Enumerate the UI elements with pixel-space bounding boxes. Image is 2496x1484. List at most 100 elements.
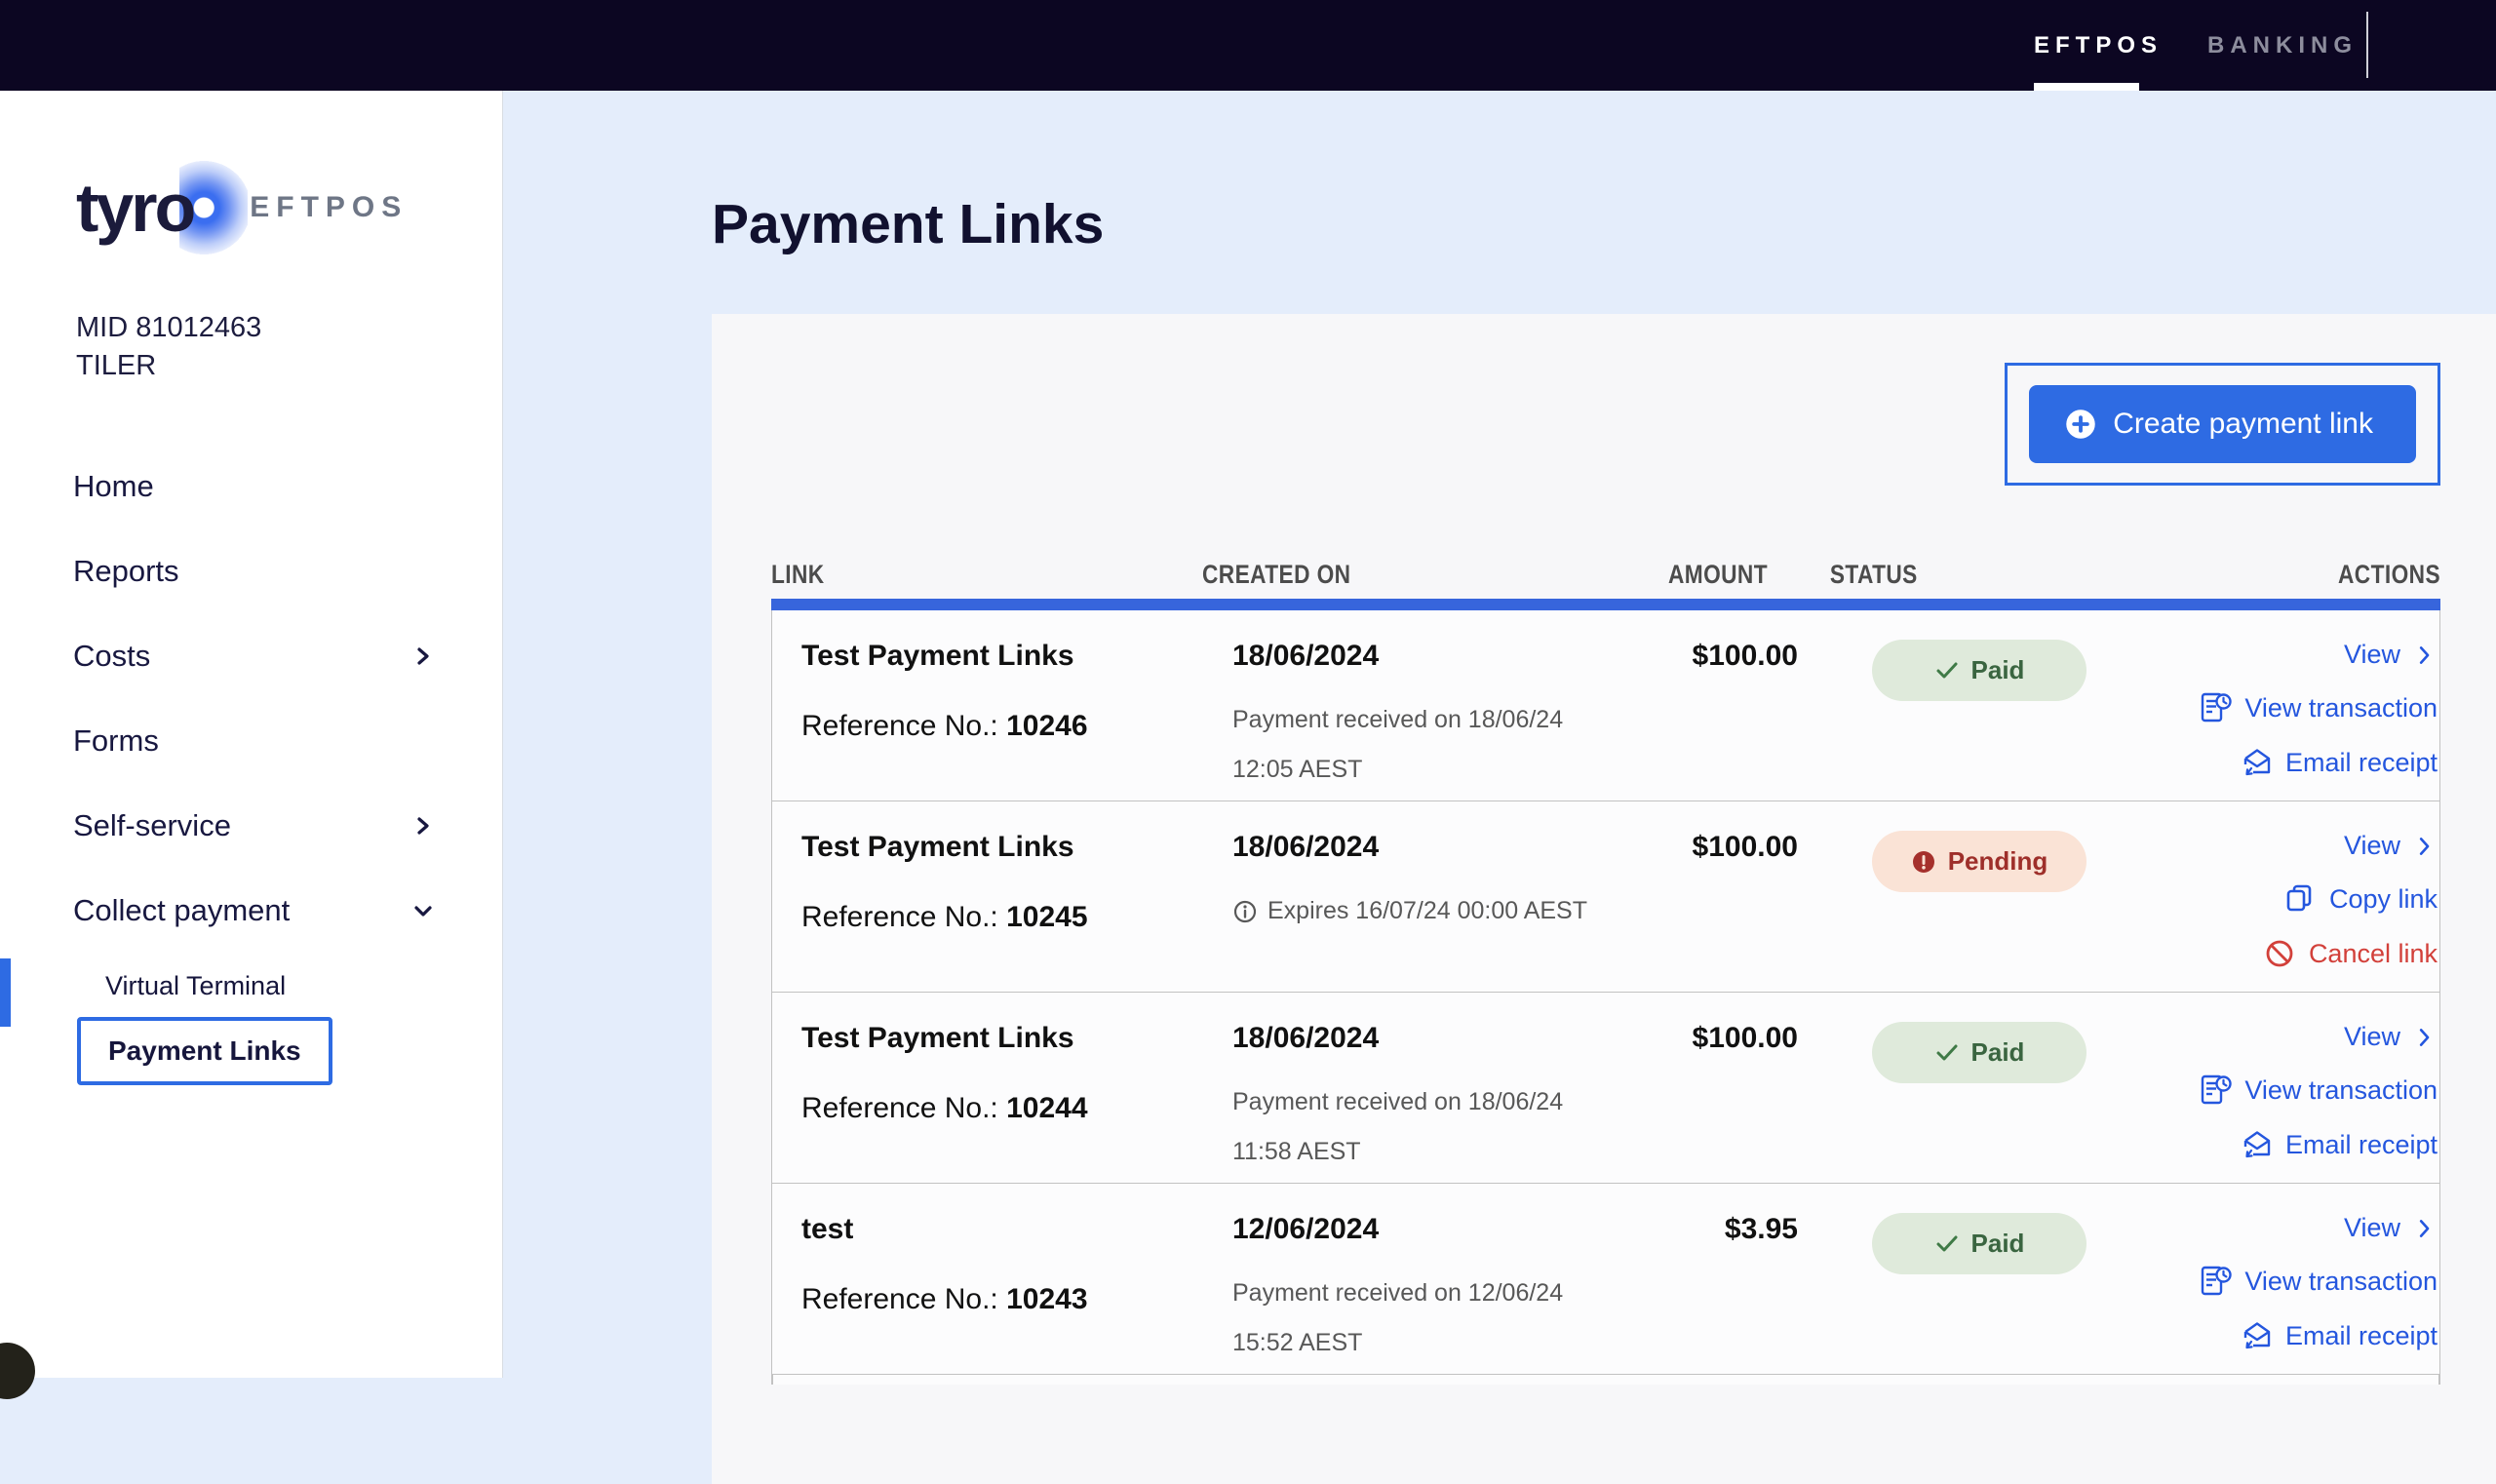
copy-link-link[interactable]: Copy link — [2284, 882, 2438, 916]
sidebar: tyro EFTPOS MID 81012463 TILER Home Repo… — [0, 91, 503, 1399]
payment-links-card: Create payment link LINK CREATED ON AMOU… — [712, 314, 2496, 1484]
chevron-right-icon — [417, 817, 429, 835]
email-receipt-label: Email receipt — [2284, 1320, 2438, 1350]
link-cell: test Reference No.: 10243 — [801, 1213, 1232, 1316]
logo-product-label: EFTPOS — [250, 191, 409, 223]
copy-icon — [2286, 884, 2312, 912]
sidebar-item-label: Forms — [73, 722, 159, 758]
transaction-receipt-icon — [2202, 1074, 2233, 1105]
view-transaction-link[interactable]: View transaction — [2200, 691, 2438, 724]
chat-widget-corner[interactable] — [0, 1343, 35, 1399]
view-transaction-link[interactable]: View transaction — [2200, 1265, 2438, 1298]
check-icon — [1936, 1044, 1958, 1060]
create-payment-link-button[interactable]: Create payment link — [2029, 385, 2416, 463]
view-label: View — [2343, 640, 2400, 669]
next-row-partial — [772, 1375, 2439, 1385]
status-label: Paid — [1970, 655, 2025, 684]
status-badge-paid: Paid — [1872, 1022, 2086, 1083]
status-badge-paid: Paid — [1872, 640, 2086, 701]
created-on-cell: 18/06/2024 Payment received on 18/06/24 … — [1232, 640, 1591, 784]
check-icon — [1936, 662, 1958, 678]
plus-circle-icon — [2064, 408, 2097, 441]
sidebar-item-home[interactable]: Home — [73, 444, 434, 528]
view-label: View — [2343, 831, 2400, 860]
chevron-right-icon — [2419, 1219, 2430, 1237]
button-zone: Create payment link — [771, 363, 2440, 486]
view-transaction-label: View transaction — [2244, 1074, 2438, 1105]
actions-cell: View Copy link Cancel link — [2088, 831, 2439, 970]
sidebar-item-costs[interactable]: Costs — [73, 613, 434, 698]
created-date: 12/06/2024 — [1232, 1213, 1380, 1245]
created-date: 18/06/2024 — [1232, 1022, 1380, 1054]
create-button-focus-ring: Create payment link — [2005, 363, 2440, 486]
email-receipt-label: Email receipt — [2284, 1129, 2438, 1159]
column-header-amount: AMOUNT — [1667, 560, 1768, 589]
email-receipt-link[interactable]: Email receipt — [2241, 1319, 2438, 1352]
tab-eftpos[interactable]: EFTPOS — [2034, 31, 2164, 59]
sidebar-item-label: Payment Links — [108, 1035, 301, 1067]
chevron-right-icon — [2419, 645, 2430, 664]
created-on-cell: 12/06/2024 Payment received on 12/06/24 … — [1232, 1213, 1591, 1357]
sidebar-item-reports[interactable]: Reports — [73, 528, 434, 613]
reference-label: Reference No.: — [801, 1283, 998, 1315]
payment-received-time: 15:52 AEST — [1232, 1329, 1363, 1356]
sidebar-item-label: Costs — [73, 638, 151, 673]
merchant-name: TILER — [76, 350, 157, 382]
tyro-logo: tyro EFTPOS — [76, 157, 502, 258]
cancel-link-label: Cancel link — [2308, 938, 2438, 968]
sidebar-item-collect-payment[interactable]: Collect payment — [73, 868, 434, 953]
table-row: Test Payment Links Reference No.: 10244 … — [772, 993, 2439, 1184]
payment-link-title: Test Payment Links — [801, 1022, 1074, 1054]
column-header-link: LINK — [771, 560, 825, 589]
view-link[interactable]: View — [2344, 1022, 2438, 1052]
amount-cell: $100.00 — [1692, 640, 1798, 672]
created-on-cell: 18/06/2024 Expires 16/07/24 00:00 AEST — [1232, 831, 1591, 925]
create-button-label: Create payment link — [2113, 408, 2373, 440]
payment-link-title: Test Payment Links — [801, 640, 1074, 672]
sidebar-item-virtual-terminal[interactable]: Virtual Terminal — [105, 960, 502, 1011]
payment-link-title: test — [801, 1213, 854, 1245]
view-link[interactable]: View — [2344, 1213, 2438, 1243]
email-receipt-link[interactable]: Email receipt — [2241, 746, 2438, 779]
reference-label: Reference No.: — [801, 901, 998, 933]
view-link[interactable]: View — [2344, 640, 2438, 670]
copy-link-label: Copy link — [2328, 883, 2438, 914]
tab-banking[interactable]: BANKING — [2207, 31, 2359, 59]
status-cell: Paid — [1798, 1213, 2088, 1274]
amount-cell: $100.00 — [1692, 831, 1798, 863]
email-receipt-link[interactable]: Email receipt — [2241, 1128, 2438, 1161]
merchant-info: MID 81012463 TILER — [76, 309, 502, 385]
check-icon — [1936, 1235, 1958, 1251]
sidebar-item-payment-links[interactable]: Payment Links — [77, 1017, 332, 1086]
reference-value: 10243 — [1006, 1283, 1088, 1315]
sidebar-nav: Home Reports Costs Forms Self-service Co… — [0, 444, 502, 1086]
view-transaction-link[interactable]: View transaction — [2200, 1074, 2438, 1107]
cancel-link-link[interactable]: Cancel link — [2264, 937, 2438, 970]
view-transaction-label: View transaction — [2244, 1266, 2438, 1296]
column-header-status: STATUS — [1829, 560, 1918, 589]
table-row: Test Payment Links Reference No.: 10245 … — [772, 801, 2439, 993]
sidebar-item-label: Reports — [73, 553, 179, 588]
view-link[interactable]: View — [2344, 831, 2438, 861]
reference-number: Reference No.: 10244 — [801, 1092, 1232, 1125]
email-send-icon — [2243, 749, 2271, 776]
reference-value: 10246 — [1006, 710, 1088, 742]
page-title: Payment Links — [712, 193, 1105, 255]
cancel-icon — [2266, 940, 2293, 967]
payment-received-line: Payment received on 18/06/24 — [1232, 706, 1564, 733]
transaction-receipt-icon — [2202, 1266, 2233, 1296]
active-tab-underline — [2034, 83, 2139, 91]
status-cell: Paid — [1798, 640, 2088, 701]
email-send-icon — [2243, 1322, 2271, 1349]
amount-cell: $3.95 — [1724, 1213, 1798, 1245]
sidebar-item-label: Virtual Terminal — [105, 970, 287, 1000]
reference-number: Reference No.: 10245 — [801, 901, 1232, 934]
status-badge-paid: Paid — [1872, 1213, 2086, 1274]
sidebar-item-self-service[interactable]: Self-service — [73, 783, 434, 868]
top-app-bar: EFTPOS BANKING — [0, 0, 2496, 91]
chevron-right-icon — [417, 647, 429, 665]
column-header-actions: ACTIONS — [2338, 560, 2440, 589]
link-cell: Test Payment Links Reference No.: 10246 — [801, 640, 1232, 743]
actions-cell: View View transaction Email receipt — [2088, 1022, 2439, 1161]
sidebar-item-forms[interactable]: Forms — [73, 698, 434, 783]
